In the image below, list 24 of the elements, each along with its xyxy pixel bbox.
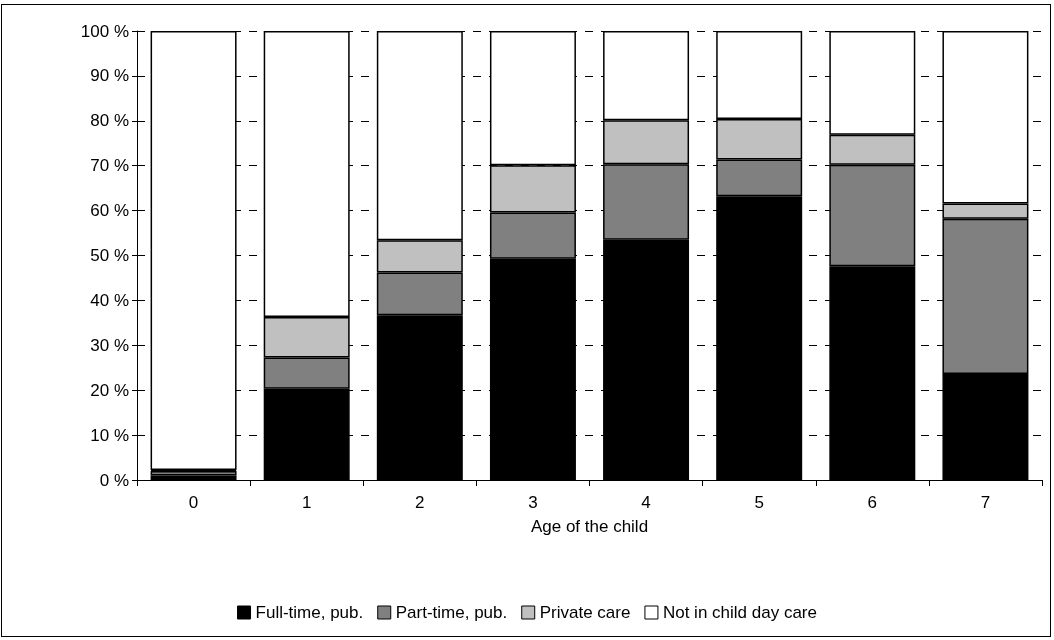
x-tick-label: 1 — [301, 493, 312, 512]
x-tick-label: 5 — [754, 493, 764, 512]
legend-label: Part-time, pub. — [395, 603, 508, 622]
y-tick-label: 70 % — [90, 156, 129, 176]
y-tick-label: 40 % — [90, 290, 129, 310]
legend-label: Full-time, pub. — [255, 603, 364, 622]
y-tick-label: 60 % — [90, 201, 129, 221]
y-tick-label: 50 % — [90, 246, 129, 265]
x-tick-label: 6 — [867, 493, 878, 512]
y-tick-label: 20 % — [90, 380, 129, 400]
x-axis-title: Age of the child — [530, 517, 649, 536]
legend-label: Private care — [539, 603, 631, 622]
x-tick-label: 3 — [528, 493, 538, 512]
x-tick-label: 7 — [980, 493, 991, 512]
y-tick-label: 80 % — [90, 111, 129, 131]
y-tick-label: 100 % — [80, 21, 129, 41]
x-tick-label: 0 — [188, 493, 199, 512]
y-tick-label: 0 % — [99, 470, 129, 490]
x-tick-label: 4 — [641, 493, 651, 512]
y-tick-label: 10 % — [90, 425, 129, 445]
y-tick-label: 30 % — [90, 335, 129, 355]
legend-label: Not in child day care — [662, 603, 817, 622]
x-tick-label: 2 — [415, 493, 425, 512]
y-tick-label: 90 % — [90, 66, 129, 86]
